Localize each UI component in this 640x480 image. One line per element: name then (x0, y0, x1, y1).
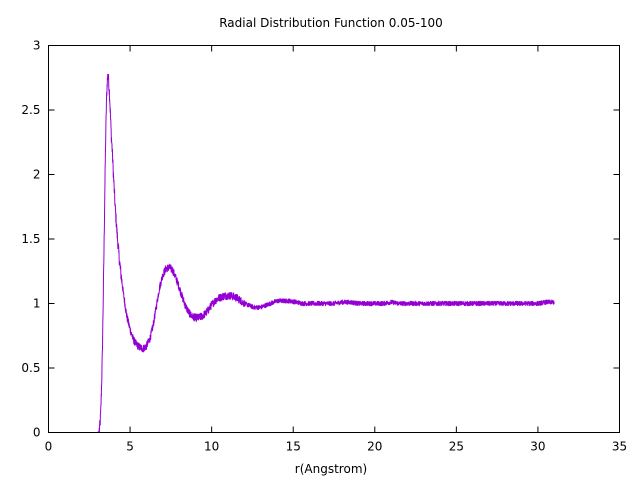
x-tick-label-7: 35 (612, 440, 627, 454)
y-tick-label-1: 0.5 (21, 361, 40, 375)
x-tick-label-4: 20 (367, 440, 382, 454)
x-tick-label-5: 25 (449, 440, 464, 454)
x-tick-label-6: 30 (530, 440, 545, 454)
y-tick-label-6: 3 (33, 39, 41, 53)
y-tick-label-5: 2.5 (21, 103, 40, 117)
x-tick-label-3: 15 (286, 440, 301, 454)
series-line-rdf (48, 73, 555, 433)
axis-ticks (48, 45, 620, 433)
x-tick-label-0: 0 (45, 440, 53, 454)
x-tick-label-2: 10 (204, 440, 219, 454)
tick-labels: 0 5 10 15 20 25 30 35 0 0.5 1 1.5 2 2.5 3 (21, 39, 627, 454)
plot-frame (48, 45, 620, 433)
y-tick-label-0: 0 (33, 426, 41, 440)
chart-title: Radial Distribution Function 0.05-100 (219, 16, 443, 30)
x-tick-label-1: 5 (126, 440, 134, 454)
y-tick-label-2: 1 (33, 297, 41, 311)
y-tick-label-3: 1.5 (21, 232, 40, 246)
x-axis-label: r(Angstrom) (295, 462, 367, 476)
y-tick-label-4: 2 (33, 168, 41, 182)
